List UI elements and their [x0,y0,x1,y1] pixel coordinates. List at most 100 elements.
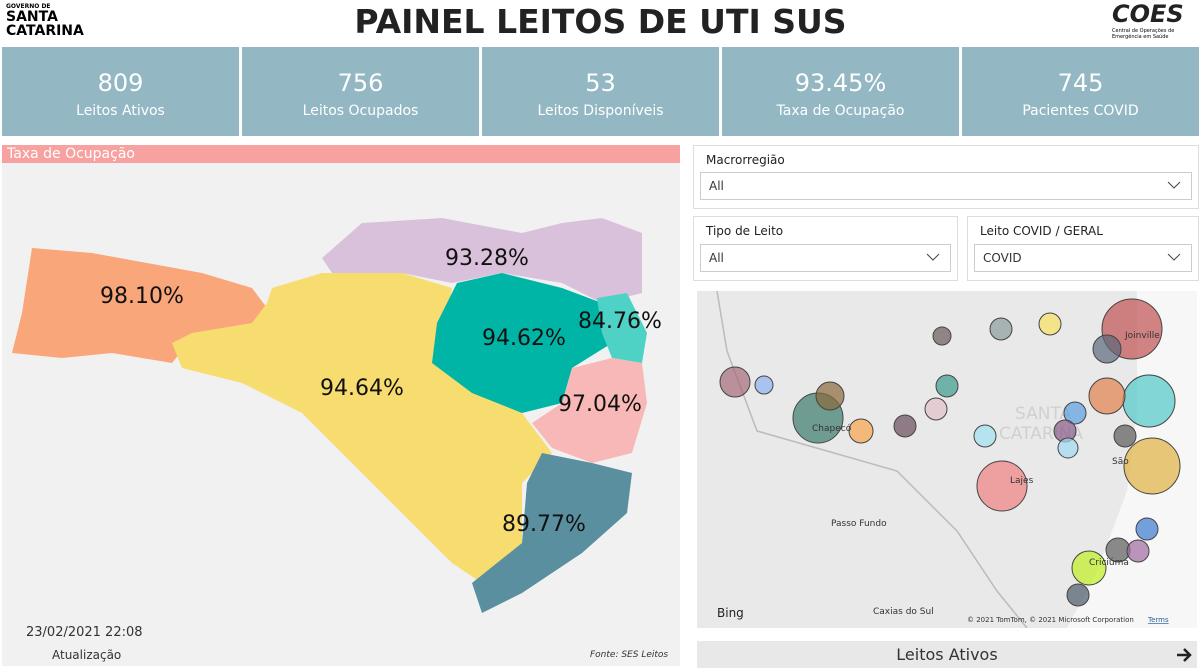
kpi-card: 53 Leitos Disponíveis [482,47,719,136]
bubble [1113,424,1137,448]
bubble [973,424,997,448]
region [432,273,612,413]
place: Chapecó [812,423,852,434]
logo-text: GOVERNO DE [6,3,51,10]
place: Caxias do Sul [873,607,934,617]
bubble [1063,401,1087,425]
bubble [719,366,751,398]
region-label: 98.10% [100,284,184,309]
kpi-card: 756 Leitos Ocupados [242,47,479,136]
bubble [848,418,874,444]
kpi-card: 93.45% Taxa de Ocupação [722,47,959,136]
region [472,453,632,613]
region [322,218,642,303]
region [172,273,552,583]
logo-right: COES Central de Operações de Emergência … [1112,0,1184,40]
logo-text: Emergência em Saúde [1112,34,1169,40]
bubble [1092,334,1122,364]
region-label: 93.28% [445,246,529,271]
region-label: 84.76% [578,309,662,334]
update-date: 23/02/2021 22:08 [26,625,143,640]
bubble [893,414,917,438]
logo-text: Central de Operações de [1112,28,1175,34]
button-label: Leitos Ativos [896,645,998,664]
kpi-value: 93.45% [794,69,887,97]
arrow [1177,648,1192,662]
region-labels: 98.10% 93.28% 94.62% 84.76% 94.64% 97.04… [100,246,662,537]
bubble [989,317,1013,341]
dropdown[interactable]: COVID [974,244,1192,272]
bubble [1122,374,1176,428]
bubble [1071,550,1107,586]
bubble [976,460,1028,512]
title: PAINEL LEITOS DE UTI SUS [354,2,847,41]
bubbles [719,298,1181,607]
bubble [1123,437,1181,495]
filter[interactable]: Macrorregião All [693,145,1199,209]
bubble [1126,539,1150,563]
dropdown[interactable]: All [700,172,1192,200]
dropdown-value: All [709,251,724,265]
kpi-value: 53 [585,69,616,97]
logo-left: GOVERNO DE SANTA CATARINA [6,3,84,39]
bubble [924,397,948,421]
kpi-label: Leitos Disponíveis [537,103,664,119]
bubble [1088,377,1126,415]
logo-text: SANTA [6,9,58,25]
kpi-value: 756 [337,69,384,97]
bubble [754,375,774,395]
place: Lajes [1010,476,1034,486]
kpi-label: Leitos Ativos [76,103,165,119]
dropdown[interactable]: All [700,244,951,272]
source: Fonte: SES Leitos [590,650,669,660]
region-label: 89.77% [502,512,586,537]
logo-text: CATARINA [6,23,84,39]
dropdown-value: All [709,179,724,193]
region [597,293,647,363]
chevron [1167,181,1181,189]
region-label: 97.04% [558,392,642,417]
attribution: © 2021 TomTom, © 2021 Microsoft Corporat… [967,616,1134,624]
region-label: 94.64% [320,376,404,401]
update-label: Atualização [52,648,122,662]
panel-title: Taxa de Ocupação [2,145,680,163]
footer-button[interactable]: Leitos Ativos [697,641,1197,668]
place: Passo Fundo [831,519,887,529]
region [532,358,647,463]
place-labels: Chapecó Passo Fundo Caxias do Sul Lajes … [812,331,1160,617]
kpi-value: 809 [97,69,144,97]
kpi-label: Pacientes COVID [1022,103,1139,119]
bubble [935,374,959,398]
region-map: 98.10% 93.28% 94.62% 84.76% 94.64% 97.04… [12,218,662,613]
chevron [926,253,940,261]
brand: Bing [717,606,744,620]
filter[interactable]: Tipo de Leito All [693,216,958,281]
kpi-label: Leitos Ocupados [302,103,419,119]
bubble [1057,437,1079,459]
dropdown-value: COVID [983,251,1022,265]
bubble [932,326,952,346]
place: Criciúma [1089,558,1129,568]
bubble [815,381,845,411]
bubble [1066,583,1090,607]
region-label: 94.62% [482,326,566,351]
kpi-card: 745 Pacientes COVID [962,47,1199,136]
chevron [1167,253,1181,261]
bubble-map[interactable]: SANTA CATARINA Chapecó Passo Fundo Caxia… [697,291,1197,628]
bubble [1038,312,1062,336]
place: Joinville [1124,331,1160,341]
kpi-value: 745 [1057,69,1104,97]
filter-label: Leito COVID / GERAL [980,224,1103,238]
terms-link[interactable]: Terms [1147,616,1169,624]
kpi-label: Taxa de Ocupação [776,103,905,119]
filter-label: Tipo de Leito [706,224,784,238]
kpi-card: 809 Leitos Ativos [2,47,239,136]
border [716,291,1028,628]
map-panel: Taxa de Ocupação 98.10% 93.28% 94.62% 84… [2,145,680,666]
place: São [1112,457,1129,467]
filter-label: Macrorregião [706,153,785,167]
filter[interactable]: Leito COVID / GERAL COVID [967,216,1199,281]
map-label: SANTA [1015,404,1072,424]
bubble [1135,517,1159,541]
